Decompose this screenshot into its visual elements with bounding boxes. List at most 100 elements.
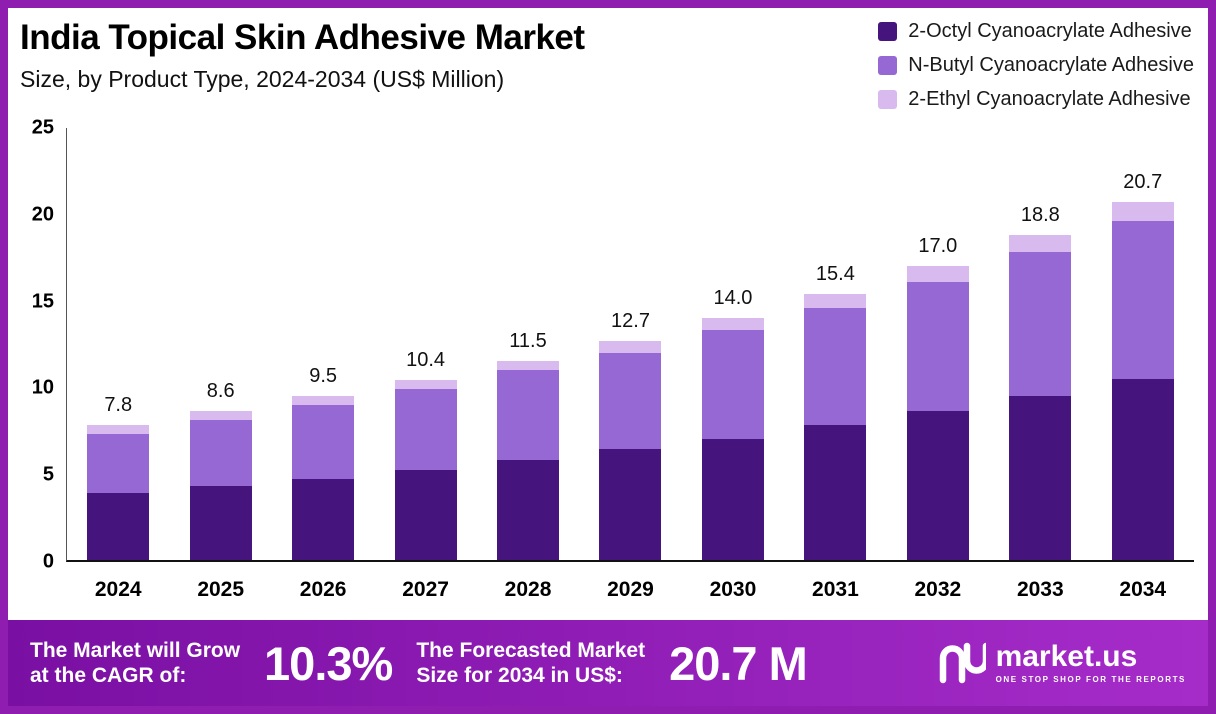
bar-segment-2-octyl	[1009, 395, 1072, 560]
bar-total-label: 8.6	[206, 380, 235, 403]
y-axis-tick-label: 5	[42, 463, 54, 486]
forecast-label-line1: The Forecasted Market	[416, 638, 646, 662]
x-axis-label: 2030	[709, 578, 757, 601]
bar-segment-n-butyl	[701, 330, 764, 440]
bar-total-label: 15.4	[815, 262, 855, 285]
x-axis-label: 2032	[914, 578, 962, 601]
bar-segment-n-butyl	[394, 388, 457, 471]
bar-2034: 20.7 2034	[1111, 128, 1174, 601]
brand: market.us ONE STOP SHOP FOR THE REPORTS	[938, 642, 1186, 684]
title-block: India Topical Skin Adhesive Market Size,…	[20, 18, 585, 93]
bar-2024: 7.8 2024	[87, 128, 150, 601]
bar-2027: 10.4 2027	[394, 128, 457, 601]
bar-segment-2-ethyl	[906, 266, 969, 282]
bar-total-label: 12.7	[611, 309, 650, 332]
bar-segment-n-butyl	[804, 307, 867, 426]
brand-tagline: ONE STOP SHOP FOR THE REPORTS	[995, 675, 1186, 684]
bar-segment-n-butyl	[497, 369, 560, 460]
bar-2029: 12.7 2029	[599, 128, 662, 601]
marketus-logo-icon	[939, 642, 986, 684]
legend: 2-Octyl Cyanoacrylate Adhesive N-Butyl Cy…	[878, 18, 1194, 111]
bar-segment-2-ethyl	[87, 425, 150, 434]
plot-area: 7.8 2024 8.6 2025 9.5 2026 10.4 2027 11.5 2028 12.…	[66, 128, 1194, 601]
bar-2033: 18.8 2033	[1009, 128, 1072, 601]
chart-title: India Topical Skin Adhesive Market	[20, 18, 585, 57]
cagr-label-line1: The Market will Grow	[30, 638, 241, 662]
chart-area: 0 5 10 15 20 25 7.8 2024 8.6 2025 9.5 2026 10.4 2027…	[16, 117, 1194, 601]
bar-segment-2-octyl	[292, 478, 355, 560]
y-axis-tick-label: 0	[42, 550, 54, 573]
chart-subtitle: Size, by Product Type, 2024-2034 (US$ Mi…	[20, 66, 505, 92]
legend-swatch	[878, 22, 898, 41]
bar-segment-n-butyl	[1111, 221, 1174, 379]
bar-total-label: 7.8	[104, 394, 133, 417]
x-axis-label: 2028	[504, 578, 552, 601]
bar-segment-n-butyl	[1009, 252, 1072, 396]
x-axis-label: 2024	[94, 578, 142, 601]
bar-segment-n-butyl	[906, 281, 969, 412]
x-axis-label: 2025	[197, 578, 245, 601]
bar-segment-n-butyl	[189, 420, 252, 486]
bar-total-label: 17.0	[918, 235, 958, 258]
bar-segment-2-ethyl	[701, 318, 764, 331]
bar-segment-2-octyl	[189, 485, 252, 560]
bar-segment-2-ethyl	[497, 361, 560, 370]
banner: The Market will Grow at the CAGR of: 10.…	[8, 620, 1208, 706]
bar-segment-2-octyl	[701, 439, 764, 560]
cagr-label-line2: at the CAGR of:	[30, 664, 187, 687]
bar-segment-n-butyl	[599, 352, 662, 450]
cagr-label: The Market will Grow at the CAGR of:	[30, 638, 240, 688]
forecast-label-line2: Size for 2034 in US$:	[416, 664, 623, 687]
bar-total-label: 20.7	[1123, 171, 1163, 194]
bar-segment-n-butyl	[87, 433, 150, 493]
cagr-value: 10.3%	[264, 636, 393, 690]
legend-label: 2-Octyl Cyanoacrylate Adhesive	[908, 20, 1192, 42]
brand-name: market.us	[995, 640, 1138, 673]
forecast-label: The Forecasted Market Size for 2034 in U…	[416, 638, 645, 688]
chart-header: India Topical Skin Adhesive Market Size,…	[20, 18, 1194, 111]
x-axis-label: 2031	[812, 578, 859, 601]
legend-swatch	[878, 90, 898, 109]
legend-label: N-Butyl Cyanoacrylate Adhesive	[908, 54, 1194, 76]
bar-total-label: 10.4	[406, 349, 446, 372]
brand-text: market.us ONE STOP SHOP FOR THE REPORTS	[995, 640, 1186, 685]
bar-total-label: 9.5	[309, 364, 338, 387]
x-axis-label: 2034	[1119, 578, 1167, 601]
y-axis-tick-label: 25	[31, 116, 54, 139]
bar-segment-2-octyl	[87, 492, 150, 560]
bar-total-label: 14.0	[713, 287, 753, 310]
bar-segment-2-ethyl	[394, 380, 457, 389]
bar-2026: 9.5 2026	[292, 128, 355, 601]
legend-label: 2-Ethyl Cyanoacrylate Adhesive	[908, 88, 1191, 110]
bar-segment-2-ethyl	[1009, 235, 1072, 253]
y-axis: 0 5 10 15 20 25	[16, 117, 66, 573]
legend-item: 2-Ethyl Cyanoacrylate Adhesive	[878, 88, 1194, 111]
bar-segment-2-ethyl	[599, 340, 662, 353]
forecast-value: 20.7 M	[669, 636, 808, 690]
bar-segment-2-ethyl	[189, 411, 252, 421]
y-axis-tick-label: 10	[31, 376, 54, 399]
bar-2028: 11.5 2028	[497, 128, 560, 601]
bar-segment-2-ethyl	[1111, 202, 1174, 222]
bar-2032: 17.0 2032	[906, 128, 969, 601]
bar-segment-2-octyl	[906, 411, 969, 560]
bar-total-label: 18.8	[1020, 204, 1060, 227]
y-axis-tick-label: 20	[31, 203, 54, 226]
x-axis-label: 2029	[607, 578, 654, 601]
x-axis-label: 2027	[402, 578, 449, 601]
bar-2031: 15.4 2031	[804, 128, 867, 601]
bar-segment-2-octyl	[804, 425, 867, 560]
legend-swatch	[878, 56, 898, 75]
bar-segment-2-octyl	[1111, 378, 1174, 560]
bar-segment-2-octyl	[599, 449, 662, 560]
bar-2025: 8.6 2025	[189, 128, 252, 601]
bar-total-label: 11.5	[509, 330, 547, 353]
x-axis-label: 2033	[1016, 578, 1064, 601]
bar-segment-2-octyl	[497, 459, 560, 560]
bar-segment-n-butyl	[292, 404, 355, 479]
legend-item: N-Butyl Cyanoacrylate Adhesive	[878, 54, 1194, 77]
bar-2030: 14.0 2030	[701, 128, 764, 601]
legend-item: 2-Octyl Cyanoacrylate Adhesive	[878, 20, 1194, 43]
bar-segment-2-ethyl	[804, 293, 867, 308]
